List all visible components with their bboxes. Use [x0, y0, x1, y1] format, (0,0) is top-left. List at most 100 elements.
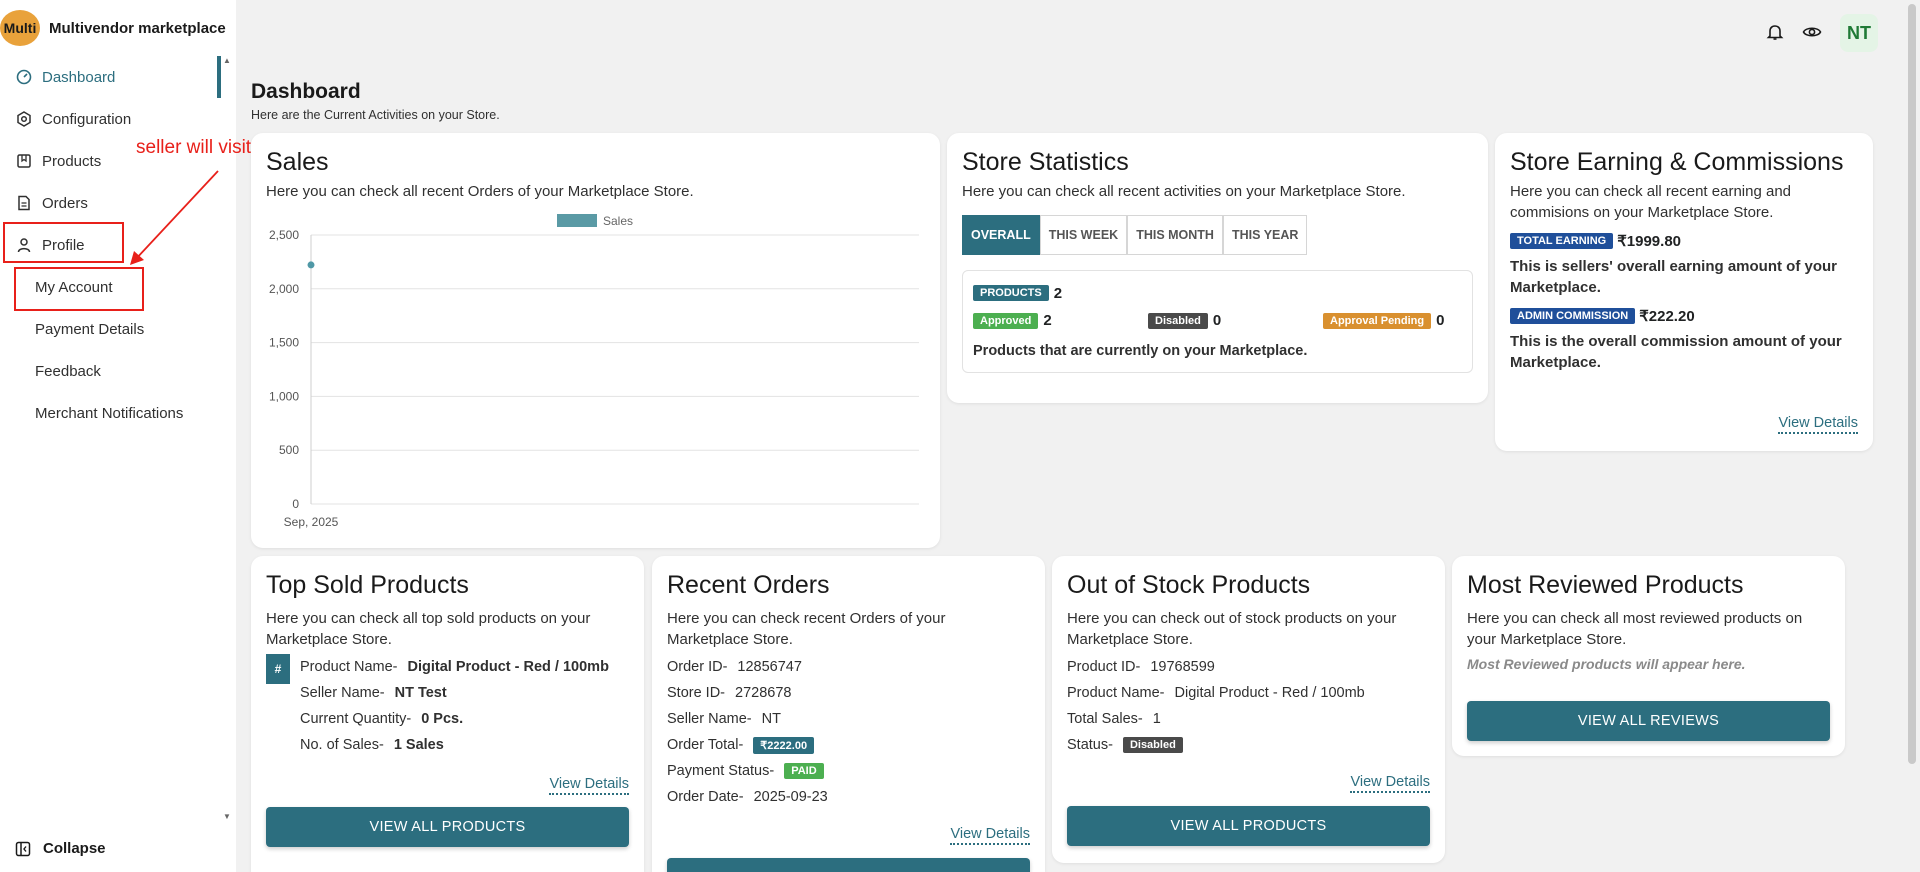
collapse-label: Collapse	[43, 840, 106, 857]
order-id-value: 12856747	[737, 659, 802, 675]
y-tick-label: 2,000	[269, 282, 299, 296]
seller-name-key: Seller Name-	[667, 711, 752, 727]
total-sales-row: Total Sales- 1	[1067, 706, 1430, 732]
disabled-count: 0	[1212, 312, 1222, 329]
sidebar-item-configuration[interactable]: Configuration	[0, 98, 220, 140]
disabled-badge: Disabled	[1148, 312, 1208, 329]
product-name-row: Product Name- Digital Product - Red / 100…	[300, 654, 609, 680]
page-scrollbar[interactable]	[1904, 0, 1920, 872]
seller-name-value: NT Test	[394, 685, 447, 701]
bell-icon[interactable]	[1766, 23, 1784, 44]
order-total-key: Order Total-	[667, 737, 744, 753]
current-quantity-row: Current Quantity- 0 Pcs.	[300, 706, 609, 732]
sidebar-item-dashboard[interactable]: Dashboard	[0, 56, 220, 98]
sidebar-item-label: Products	[42, 152, 102, 170]
y-tick-label: 2,500	[269, 228, 299, 242]
order-id-row: Order ID- 12856747	[667, 654, 1030, 680]
earnings-view-details-link[interactable]: View Details	[1778, 415, 1858, 434]
orders-icon	[15, 194, 33, 212]
sidebar-scrollbar-thumb[interactable]	[217, 56, 221, 98]
total-earning-desc: This is sellers' overall earning amount …	[1510, 258, 1837, 296]
view-all-reviews-button[interactable]: VIEW ALL REVIEWS	[1467, 701, 1830, 741]
product-name-value: Digital Product - Red / 100mb	[1174, 685, 1365, 701]
most-reviewed-title: Most Reviewed Products	[1467, 571, 1744, 599]
store-statistics-desc: Here you can check all recent activities…	[962, 183, 1406, 200]
store-statistics-card: Store Statistics Here you can check all …	[947, 133, 1488, 403]
store-id-value: 2728678	[735, 685, 792, 701]
tab-this-month[interactable]: THIS MONTH	[1127, 215, 1223, 255]
approved-badge: Approved	[973, 312, 1039, 329]
brand[interactable]: Multi Multivendor marketplace	[0, 10, 226, 46]
eye-icon[interactable]	[1802, 23, 1822, 44]
products-badge: PRODUCTS	[973, 285, 1049, 301]
out-of-stock-desc: Here you can check out of stock products…	[1067, 610, 1397, 648]
configuration-icon	[15, 110, 33, 128]
view-all-orders-button[interactable]	[667, 858, 1030, 872]
recent-orders-card: Recent Orders Here you can check recent …	[652, 556, 1045, 872]
collapse-icon	[15, 841, 31, 857]
most-reviewed-card: Most Reviewed Products Here you can chec…	[1452, 556, 1845, 756]
total-sales-value: 1	[1152, 711, 1161, 727]
out-of-stock-title: Out of Stock Products	[1067, 571, 1311, 599]
sidebar-subitem-feedback[interactable]: Feedback	[35, 362, 101, 380]
data-point	[307, 261, 315, 269]
profile-icon	[15, 236, 33, 254]
view-all-products-button[interactable]: VIEW ALL PRODUCTS	[266, 807, 629, 847]
annotation-box-my-account	[14, 267, 144, 311]
sidebar-subitem-my-account[interactable]: My Account	[35, 278, 113, 296]
out-of-stock-view-details-link[interactable]: View Details	[1350, 774, 1430, 793]
product-name-value: Digital Product - Red / 100mb	[407, 659, 609, 675]
recent-orders-view-details-link[interactable]: View Details	[950, 826, 1030, 845]
total-sales-key: Total Sales-	[1067, 711, 1143, 727]
y-tick-label: 500	[279, 443, 299, 457]
tab-this-week[interactable]: THIS WEEK	[1039, 215, 1128, 255]
seller-name-row: Seller Name- NT	[667, 706, 1030, 732]
sidebar-item-profile[interactable]: Profile	[0, 224, 220, 266]
sidebar-item-orders[interactable]: Orders	[0, 182, 220, 224]
top-sold-title: Top Sold Products	[266, 571, 469, 599]
scroll-down-icon[interactable]: ▼	[223, 812, 231, 821]
seller-name-row: Seller Name- NT Test	[300, 680, 609, 706]
legend-swatch	[557, 214, 597, 227]
store-statistics-title: Store Statistics	[962, 148, 1129, 176]
seller-name-value: NT	[761, 711, 781, 727]
top-sold-view-details-link[interactable]: View Details	[549, 776, 629, 795]
brand-logo: Multi	[0, 10, 40, 46]
period-tabs: OVERALL THIS WEEK THIS MONTH THIS YEAR	[962, 215, 1473, 255]
order-date-row: Order Date- 2025-09-23	[667, 784, 1030, 810]
most-reviewed-desc: Here you can check all most reviewed pro…	[1467, 610, 1803, 648]
sidebar-subitem-merchant-notifications[interactable]: Merchant Notifications	[35, 404, 184, 422]
dashboard-icon	[15, 68, 33, 86]
scroll-up-icon[interactable]: ▲	[223, 56, 231, 65]
status-badge: Disabled	[1122, 737, 1183, 753]
products-count: 2	[1053, 284, 1063, 302]
tab-this-year[interactable]: THIS YEAR	[1222, 215, 1308, 255]
sidebar-item-label: Configuration	[42, 110, 132, 128]
tab-overall[interactable]: OVERALL	[962, 215, 1040, 255]
recent-orders-desc: Here you can check recent Orders of your…	[667, 610, 946, 648]
y-tick-label: 1,000	[269, 389, 299, 403]
sales-title: Sales	[266, 148, 329, 176]
page-scrollbar-thumb[interactable]	[1908, 4, 1916, 764]
payment-status-row: Payment Status- PAID	[667, 758, 1030, 784]
avatar[interactable]: NT	[1840, 14, 1878, 52]
recent-orders-title: Recent Orders	[667, 571, 830, 599]
total-earning-badge: TOTAL EARNING	[1510, 233, 1614, 249]
admin-commission-desc: This is the overall commission amount of…	[1510, 333, 1842, 371]
sales-count-value: 1 Sales	[393, 737, 444, 753]
approval-pending-count: 0	[1436, 312, 1445, 329]
sidebar-subitem-payment-details[interactable]: Payment Details	[35, 320, 145, 338]
total-earning-value: ₹1999.80	[1617, 233, 1681, 250]
order-total-badge: ₹2222.00	[753, 736, 815, 754]
admin-commission-value: ₹222.20	[1639, 308, 1695, 325]
sidebar: Multi Multivendor marketplace Dashboard …	[0, 0, 236, 872]
order-date-key: Order Date-	[667, 789, 744, 805]
collapse-button[interactable]: Collapse	[15, 840, 106, 857]
most-reviewed-empty: Most Reviewed products will appear here.	[1467, 656, 1746, 672]
product-id-row: Product ID- 19768599	[1067, 654, 1430, 680]
earnings-desc: Here you can check all recent earning an…	[1510, 183, 1792, 221]
view-all-out-of-stock-button[interactable]: VIEW ALL PRODUCTS	[1067, 806, 1430, 846]
y-tick-label: 1,500	[269, 336, 299, 350]
payment-status-key: Payment Status-	[667, 763, 775, 779]
sidebar-item-products[interactable]: Products	[0, 140, 220, 182]
